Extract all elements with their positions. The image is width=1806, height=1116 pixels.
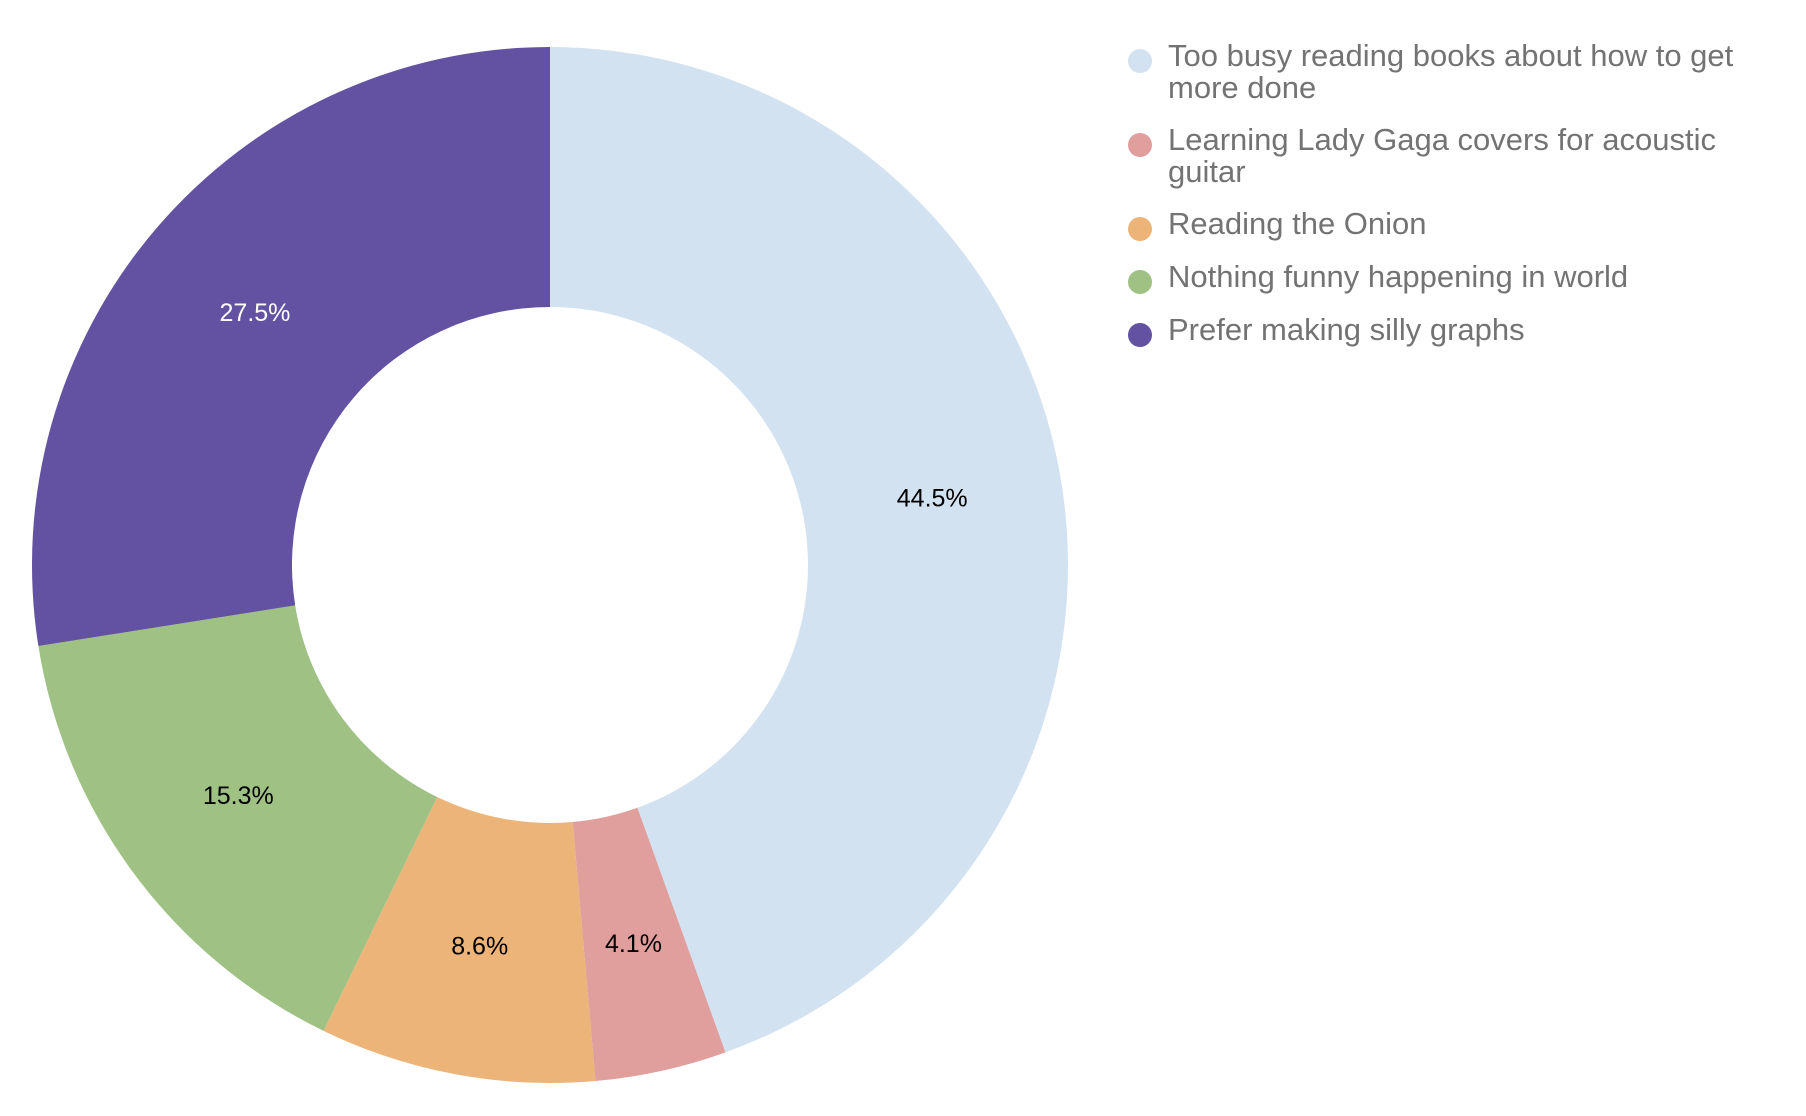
legend-item: Learning Lady Gaga covers for acoustic g… [1128, 124, 1788, 188]
slice-value-label: 44.5% [897, 484, 968, 512]
legend-swatch [1128, 270, 1152, 294]
slice-value-label: 4.1% [605, 930, 662, 958]
chart-legend: Too busy reading books about how to get … [1128, 40, 1788, 367]
legend-label: Learning Lady Gaga covers for acoustic g… [1168, 122, 1716, 189]
legend-label: Reading the Onion [1168, 206, 1427, 241]
donut-slice [31, 47, 550, 647]
legend-swatch [1128, 49, 1152, 73]
legend-item: Reading the Onion [1128, 208, 1788, 241]
legend-label: Prefer making silly graphs [1168, 312, 1525, 347]
donut-slice [550, 47, 1069, 1053]
slice-value-label: 8.6% [451, 933, 508, 961]
legend-label: Too busy reading books about how to get … [1168, 38, 1734, 105]
legend-swatch [1128, 323, 1152, 347]
donut-slice [38, 605, 438, 1031]
legend-label: Nothing funny happening in world [1168, 259, 1629, 294]
slice-value-label: 15.3% [203, 782, 274, 810]
slice-value-label: 27.5% [220, 299, 291, 327]
donut-slice [323, 797, 596, 1083]
legend-item: Too busy reading books about how to get … [1128, 40, 1788, 104]
donut-slice [572, 807, 726, 1081]
legend-item: Prefer making silly graphs [1128, 314, 1788, 347]
legend-swatch [1128, 217, 1152, 241]
legend-swatch [1128, 133, 1152, 157]
legend-item: Nothing funny happening in world [1128, 261, 1788, 294]
